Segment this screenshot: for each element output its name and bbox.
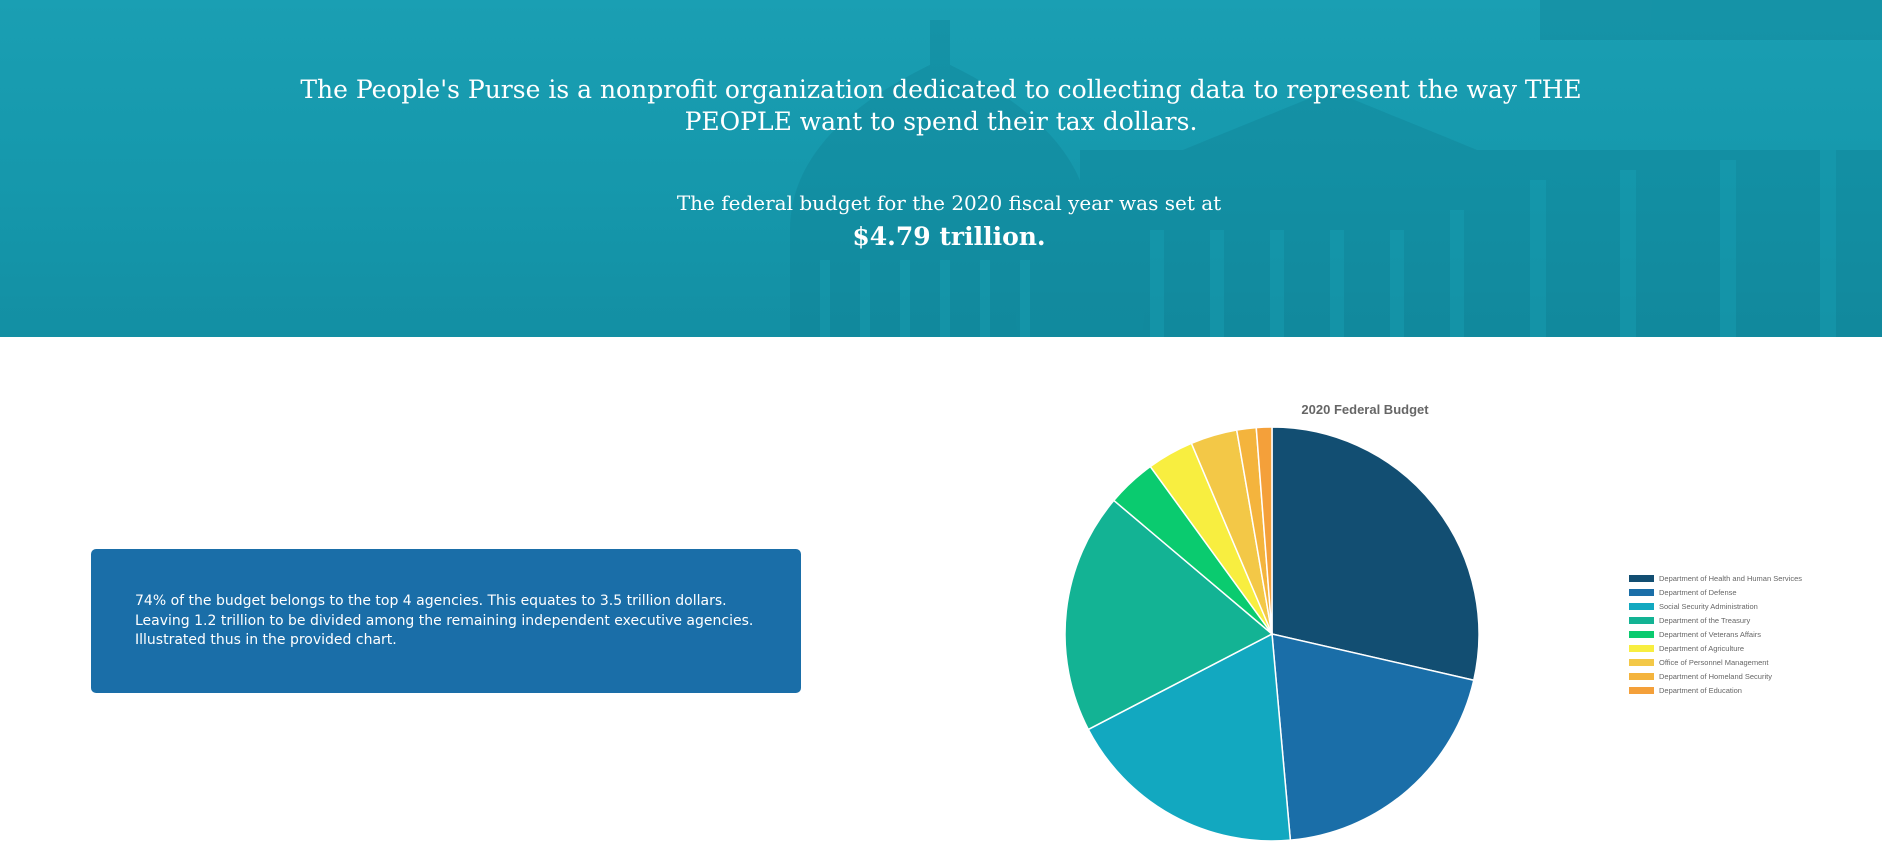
mission-statement: The People's Purse is a nonprofit organi… — [300, 75, 1582, 136]
pie-slice[interactable] — [1271, 426, 1480, 682]
budget-pie-chart[interactable] — [1060, 420, 1490, 850]
legend-swatch — [1629, 574, 1654, 582]
legend-label: Department of Veterans Affairs — [1659, 629, 1762, 639]
legend-item[interactable]: Social Security Administration — [1629, 599, 1802, 613]
hero-banner: The People's Purse is a nonprofit organi… — [0, 0, 1882, 337]
pie-slice[interactable] — [1255, 426, 1273, 635]
pie-slice[interactable] — [1087, 632, 1292, 842]
legend-label: Department of Agriculture — [1659, 643, 1745, 653]
legend-swatch — [1629, 630, 1654, 638]
chart-title: 2020 Federal Budget — [1301, 402, 1429, 417]
legend-label: Office of Personnel Management — [1659, 657, 1769, 667]
legend-swatch — [1629, 616, 1654, 624]
legend-label: Department of Education — [1659, 685, 1742, 695]
budget-summary-card: 74% of the budget belongs to the top 4 a… — [91, 549, 801, 693]
legend-item[interactable]: Department of Agriculture — [1629, 641, 1802, 655]
capitol-background-image — [790, 0, 1882, 337]
pie-slice[interactable] — [1271, 633, 1475, 841]
legend-item[interactable]: Department of Homeland Security — [1629, 669, 1802, 683]
budget-summary-text: 74% of the budget belongs to the top 4 a… — [135, 593, 754, 648]
legend-item[interactable]: Department of Education — [1629, 683, 1802, 697]
legend-swatch — [1629, 588, 1654, 596]
budget-amount: $4.79 trillion. — [852, 222, 1046, 251]
pie-slice[interactable] — [1064, 499, 1274, 731]
legend-label: Social Security Administration — [1659, 601, 1758, 611]
chart-legend: Department of Health and Human Services D… — [1629, 571, 1802, 697]
legend-swatch — [1629, 672, 1654, 680]
legend-label: Department of the Treasury — [1659, 615, 1751, 625]
legend-item[interactable]: Department of the Treasury — [1629, 613, 1802, 627]
legend-label: Department of Health and Human Services — [1659, 573, 1802, 583]
budget-intro-text: The federal budget for the 2020 fiscal y… — [676, 191, 1222, 215]
legend-swatch — [1629, 686, 1654, 694]
legend-item[interactable]: Department of Veterans Affairs — [1629, 627, 1802, 641]
legend-swatch — [1629, 644, 1654, 652]
legend-item[interactable]: Department of Health and Human Services — [1629, 571, 1802, 585]
legend-swatch — [1629, 602, 1654, 610]
legend-swatch — [1629, 658, 1654, 666]
legend-item[interactable]: Office of Personnel Management — [1629, 655, 1802, 669]
legend-item[interactable]: Department of Defense — [1629, 585, 1802, 599]
legend-label: Department of Homeland Security — [1659, 671, 1772, 681]
legend-label: Department of Defense — [1659, 587, 1737, 597]
